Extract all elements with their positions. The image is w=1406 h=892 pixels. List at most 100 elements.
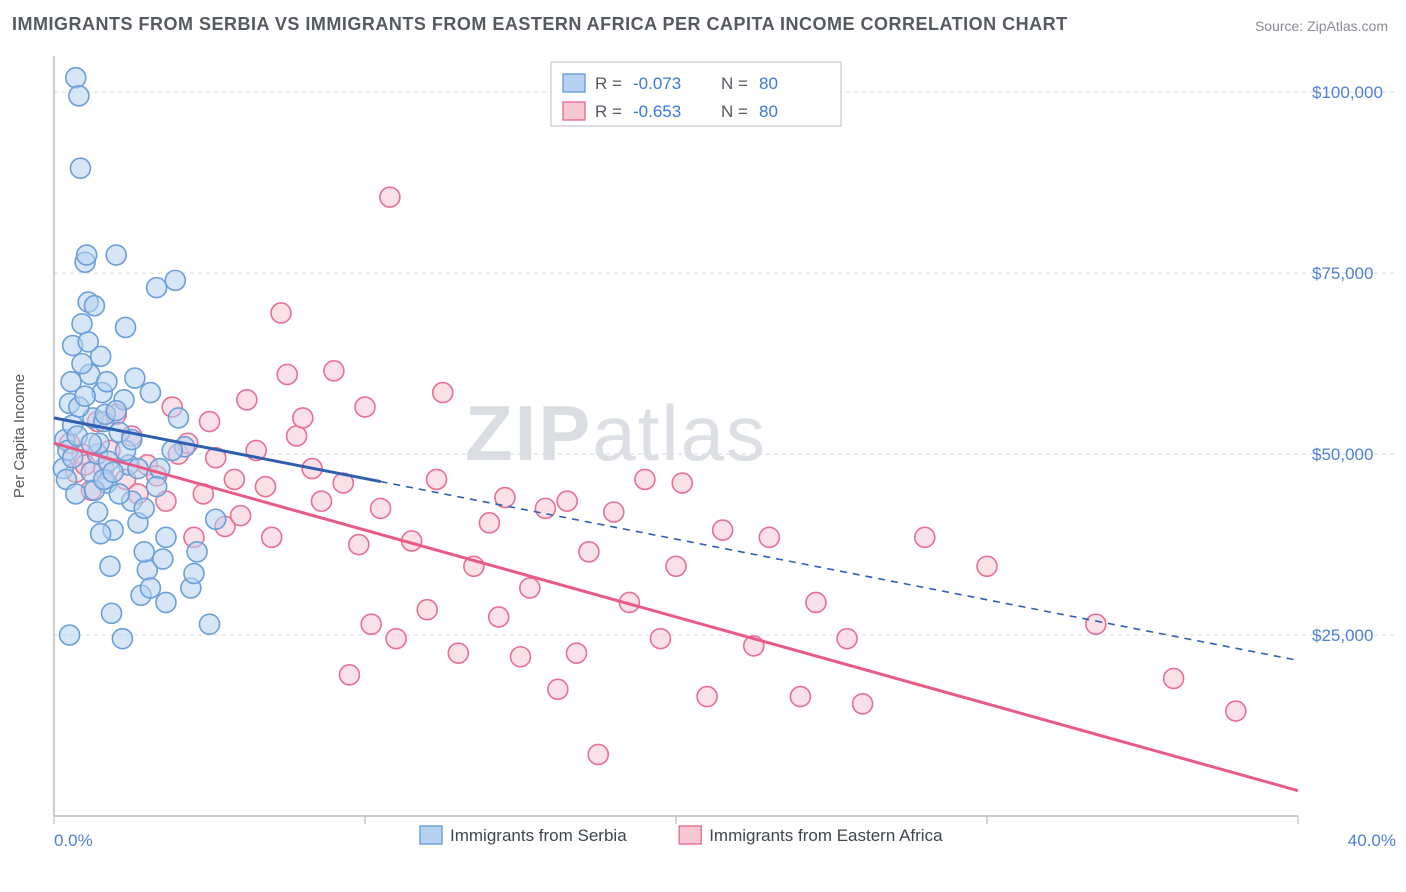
scatter-point	[806, 592, 826, 612]
scatter-point	[548, 679, 568, 699]
scatter-point	[102, 603, 122, 623]
scatter-point	[433, 383, 453, 403]
scatter-point	[520, 578, 540, 598]
scatter-point	[97, 372, 117, 392]
trend-line-eastern-africa	[54, 443, 1298, 790]
scatter-point	[106, 245, 126, 265]
scatter-point	[566, 643, 586, 663]
scatter-point	[100, 556, 120, 576]
scatter-point	[165, 270, 185, 290]
stat-legend-r-value: -0.653	[633, 102, 681, 121]
scatter-point	[206, 509, 226, 529]
scatter-point	[386, 629, 406, 649]
stat-legend-r-label: R =	[595, 102, 622, 121]
y-tick-label: $75,000	[1312, 264, 1373, 283]
bottom-legend-swatch	[679, 826, 701, 844]
scatter-point	[977, 556, 997, 576]
chart-title: IMMIGRANTS FROM SERBIA VS IMMIGRANTS FRO…	[12, 14, 1068, 35]
stat-legend-r-value: -0.073	[633, 74, 681, 93]
scatter-point	[75, 386, 95, 406]
scatter-point	[78, 332, 98, 352]
scatter-point	[361, 614, 381, 634]
scatter-point	[277, 364, 297, 384]
scatter-point	[915, 527, 935, 547]
scatter-point	[66, 484, 86, 504]
scatter-point	[231, 506, 251, 526]
scatter-point	[147, 477, 167, 497]
scatter-point	[200, 614, 220, 634]
scatter-point	[156, 592, 176, 612]
scatter-point	[147, 278, 167, 298]
scatter-point	[324, 361, 344, 381]
scatter-point	[666, 556, 686, 576]
scatter-point	[262, 527, 282, 547]
watermark: ZIPatlas	[465, 389, 767, 477]
stat-legend-n-label: N =	[721, 102, 748, 121]
scatter-point	[184, 564, 204, 584]
scatter-point	[672, 473, 692, 493]
scatter-point	[187, 542, 207, 562]
y-axis-label: Per Capita Income	[11, 374, 28, 498]
bottom-legend-label: Immigrants from Serbia	[450, 826, 627, 845]
series-serbia	[53, 68, 225, 649]
scatter-point	[604, 502, 624, 522]
scatter-point	[134, 542, 154, 562]
scatter-point	[837, 629, 857, 649]
bottom-legend-swatch	[420, 826, 442, 844]
scatter-point	[557, 491, 577, 511]
scatter-point	[106, 401, 126, 421]
stat-legend-swatch	[563, 74, 585, 92]
scatter-point	[579, 542, 599, 562]
scatter-point	[84, 296, 104, 316]
scatter-point	[66, 68, 86, 88]
scatter-point	[72, 354, 92, 374]
y-tick-label: $100,000	[1312, 83, 1383, 102]
scatter-point	[134, 498, 154, 518]
scatter-point	[479, 513, 499, 533]
scatter-point	[1164, 668, 1184, 688]
y-tick-label: $25,000	[1312, 626, 1373, 645]
scatter-point	[293, 408, 313, 428]
scatter-point	[88, 502, 108, 522]
x-tick-label-end: 40.0%	[1348, 831, 1396, 850]
scatter-point	[853, 694, 873, 714]
scatter-point	[112, 629, 132, 649]
scatter-point	[156, 527, 176, 547]
scatter-point	[448, 643, 468, 663]
scatter-point	[311, 491, 331, 511]
scatter-point	[697, 687, 717, 707]
series-eastern-africa	[60, 187, 1246, 764]
scatter-point	[125, 368, 145, 388]
scatter-point	[116, 317, 136, 337]
stat-legend-n-value: 80	[759, 102, 778, 121]
bottom-legend-label: Immigrants from Eastern Africa	[709, 826, 943, 845]
stat-legend-r-label: R =	[595, 74, 622, 93]
scatter-point	[255, 477, 275, 497]
scatter-point	[427, 469, 447, 489]
scatter-point	[489, 607, 509, 627]
scatter-point	[355, 397, 375, 417]
source-label: Source: ZipAtlas.com	[1255, 18, 1388, 34]
scatter-point	[349, 535, 369, 555]
scatter-point	[70, 158, 90, 178]
scatter-point	[511, 647, 531, 667]
stat-legend-n-label: N =	[721, 74, 748, 93]
scatter-point	[224, 469, 244, 489]
scatter-point	[109, 484, 129, 504]
scatter-point	[153, 549, 173, 569]
stat-legend-swatch	[563, 102, 585, 120]
scatter-point	[417, 600, 437, 620]
scatter-point	[287, 426, 307, 446]
scatter-point	[380, 187, 400, 207]
scatter-point	[713, 520, 733, 540]
stat-legend-n-value: 80	[759, 74, 778, 93]
scatter-point	[237, 390, 257, 410]
scatter-point	[103, 462, 123, 482]
y-tick-label: $50,000	[1312, 445, 1373, 464]
scatter-point	[140, 383, 160, 403]
scatter-point	[790, 687, 810, 707]
scatter-point	[200, 412, 220, 432]
scatter-point	[1086, 614, 1106, 634]
scatter-point	[91, 524, 111, 544]
scatter-point	[759, 527, 779, 547]
